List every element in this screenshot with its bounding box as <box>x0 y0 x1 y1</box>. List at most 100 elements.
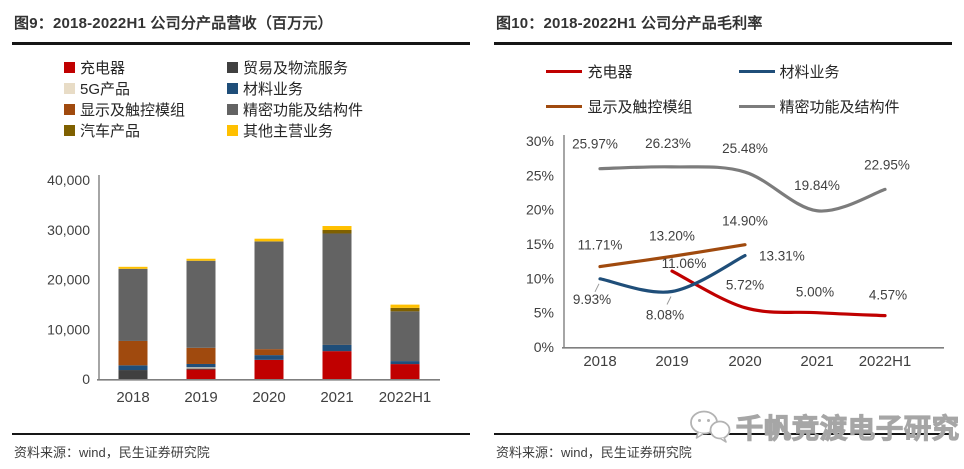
legend-swatch <box>546 69 583 74</box>
figure-9-legend: 充电器 5G产品显示及触控模组 汽车产品 贸易及物流服务 材料业务精密功能及结构件 其他主… <box>64 57 363 141</box>
bar-segment <box>186 368 216 370</box>
legend-item: 5G产品 <box>64 78 185 99</box>
svg-text:13.31%: 13.31% <box>759 249 805 264</box>
legend-swatch <box>64 125 75 136</box>
svg-text:2019: 2019 <box>184 389 217 406</box>
legend-label: 精密功能及结构件 <box>243 102 364 119</box>
legend-label: 贸易及物流服务 <box>243 60 349 77</box>
svg-text:9.93%: 9.93% <box>573 292 611 307</box>
svg-text:2021: 2021 <box>800 353 833 370</box>
series-line-0 <box>670 269 887 318</box>
figure-9-title: 图9：2018-2022H1 公司分产品营收（百万元） <box>12 6 470 45</box>
legend-swatch <box>64 83 75 94</box>
svg-text:4.57%: 4.57% <box>869 288 907 303</box>
legend-item: 材料业务 <box>227 78 363 99</box>
y-axis-ticks: 0% 5% 10% 15% 20% 25% 30% <box>526 133 554 355</box>
revenue-stacked-bar-chart: 0 10,000 20,000 30,000 40,000 2018 2019 2020 202… <box>47 172 440 406</box>
svg-text:0: 0 <box>82 371 90 387</box>
watermark: 千帆竞渡电子研究 <box>689 409 960 443</box>
legend-label: 显示及触控模组 <box>80 102 186 119</box>
legend-label: 充电器 <box>80 60 126 77</box>
legend-label: 显示及触控模组 <box>587 99 693 116</box>
svg-text:2020: 2020 <box>252 389 285 406</box>
svg-text:25.48%: 25.48% <box>722 141 768 156</box>
svg-text:10,000: 10,000 <box>47 321 90 337</box>
bar-segment <box>118 365 148 371</box>
bar-segment <box>254 359 284 379</box>
bar-segment <box>118 268 148 341</box>
legend-label: 材料业务 <box>779 64 840 81</box>
legend-swatch <box>546 104 583 109</box>
bar-segment <box>254 238 284 242</box>
figure-9-chart-area: 0 10,000 20,000 30,000 40,000 2018 2019 2020 202… <box>12 151 470 409</box>
x-axis-labels: 2018 2019 2020 2021 2022H1 <box>116 389 431 406</box>
bar-segment <box>118 340 148 366</box>
svg-text:20,000: 20,000 <box>47 272 90 288</box>
series-line-2 <box>598 243 747 269</box>
data-labels: 11.06% 5.72% 5.00% 4.57% 9.93% 8.08% 13.31% 11.… <box>572 136 910 323</box>
svg-text:14.90%: 14.90% <box>722 214 768 229</box>
bar-segment <box>186 367 216 369</box>
legend-item: 充电器 <box>64 57 185 78</box>
legend-swatch <box>738 69 775 74</box>
bar-segment <box>186 363 216 368</box>
bar-segment <box>118 370 148 379</box>
bar-segment <box>118 266 148 269</box>
legend-label: 精密功能及结构件 <box>779 99 900 116</box>
legend-item: 充电器 <box>546 61 692 82</box>
bar-segment <box>186 260 216 348</box>
legend-swatch <box>64 104 75 115</box>
legend-label: 5G产品 <box>80 81 131 98</box>
svg-text:15%: 15% <box>526 236 554 252</box>
legend-swatch <box>227 62 239 73</box>
svg-text:26.23%: 26.23% <box>645 136 691 151</box>
bar-segment <box>390 307 420 312</box>
bar-segment <box>254 349 284 356</box>
figure-9-source: 资料来源：wind，民生证券研究院 <box>12 433 470 461</box>
legend-label: 材料业务 <box>243 81 304 98</box>
gross-margin-line-chart: 0% 5% 10% 15% 20% 25% 30% 11.06% 5.72% 5.00% 4.57%… <box>526 133 944 370</box>
bar-segment <box>322 226 352 230</box>
svg-text:19.84%: 19.84% <box>794 178 840 193</box>
bar-segment <box>390 311 420 362</box>
watermark-text: 千帆竞渡电子研究 <box>735 414 960 444</box>
bar-series <box>118 226 420 379</box>
bar-segment <box>390 361 420 365</box>
svg-text:2022H1: 2022H1 <box>379 389 432 406</box>
series-line-3 <box>598 165 887 213</box>
legend-item: 显示及触控模组 <box>546 96 693 117</box>
legend-label: 充电器 <box>587 64 633 81</box>
bar-segment <box>254 355 284 360</box>
svg-text:25.97%: 25.97% <box>572 137 618 152</box>
legend-item: 其他主营业务 <box>227 120 363 141</box>
svg-text:25%: 25% <box>526 167 554 183</box>
wechat-icon <box>690 410 731 443</box>
svg-text:5%: 5% <box>534 305 554 321</box>
legend-swatch <box>227 125 239 136</box>
svg-text:8.08%: 8.08% <box>646 308 684 323</box>
svg-text:20%: 20% <box>526 202 554 218</box>
svg-text:40,000: 40,000 <box>47 172 90 188</box>
legend-swatch <box>738 104 775 109</box>
bar-segment <box>390 364 420 379</box>
bar-segment <box>186 369 216 379</box>
legend-item: 显示及触控模组 <box>64 99 185 120</box>
svg-text:10%: 10% <box>526 270 554 286</box>
svg-text:2018: 2018 <box>583 353 616 370</box>
x-axis-labels: 2018 2019 2020 2021 2022H1 <box>583 353 911 370</box>
svg-text:5.72%: 5.72% <box>726 278 764 293</box>
legend-item: 精密功能及结构件 <box>738 96 900 117</box>
svg-text:0%: 0% <box>534 339 554 355</box>
figure-9-section: 图9：2018-2022H1 公司分产品营收（百万元） 充电器 5G产品显示及触控… <box>12 6 470 461</box>
svg-text:2019: 2019 <box>655 353 688 370</box>
figure-10-section: 图10：2018-2022H1 公司分产品毛利率 充电器 材料业务 显示及触控模组 精… <box>482 0 964 469</box>
legend-swatch <box>227 83 239 94</box>
legend-swatch <box>227 104 239 115</box>
legend-item: 材料业务 <box>738 61 900 82</box>
bar-segment <box>390 304 420 308</box>
bar-segment <box>322 233 352 345</box>
svg-text:5.00%: 5.00% <box>796 285 834 300</box>
legend-label: 汽车产品 <box>80 123 141 140</box>
bar-segment <box>186 347 216 364</box>
svg-text:11.06%: 11.06% <box>662 256 707 271</box>
